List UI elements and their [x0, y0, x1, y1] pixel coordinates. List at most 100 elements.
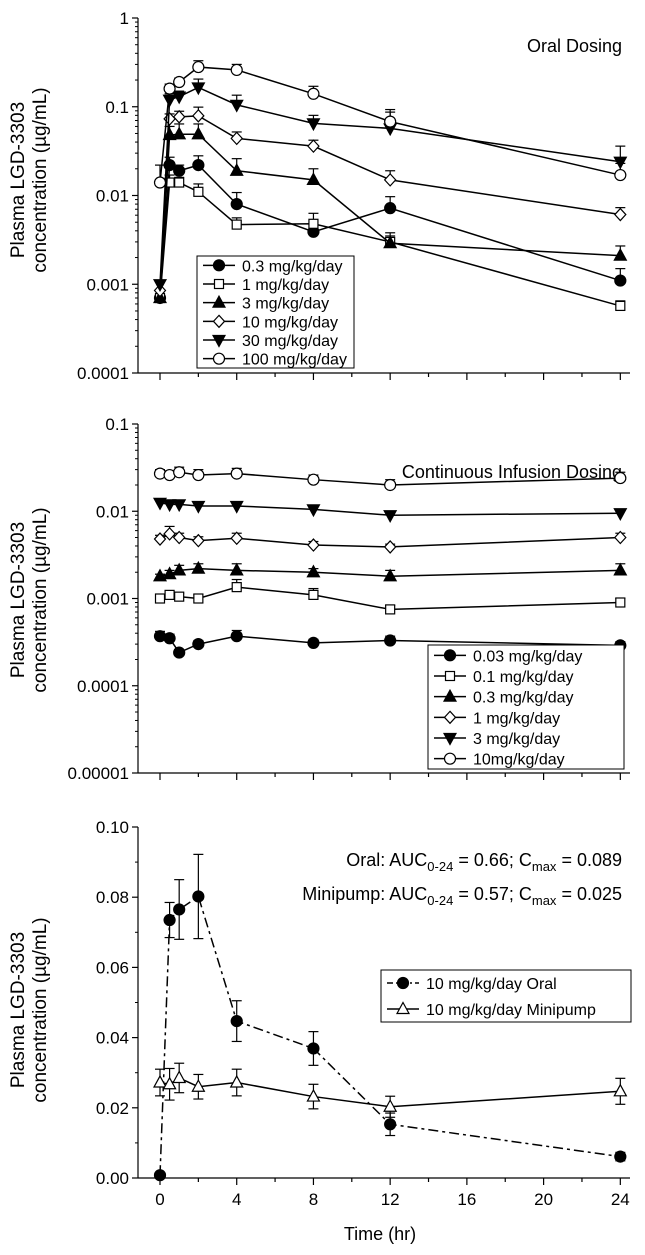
data-point — [383, 510, 398, 523]
x-tick-label: 8 — [309, 1190, 318, 1209]
data-point — [172, 91, 187, 105]
data-point — [212, 352, 226, 365]
panel-oral-vs-minipump: Plasma LGD-3303 concentration (µg/mL) Ti… — [8, 818, 632, 1244]
data-point — [172, 109, 186, 124]
legend-label: 10 mg/kg/day Minipump — [426, 1002, 596, 1019]
y-tick-label: 1 — [120, 9, 129, 28]
legend-box — [380, 969, 632, 1023]
data-point — [614, 274, 627, 287]
legend-label: 0.03 mg/kg/day — [473, 648, 582, 665]
data-point — [192, 159, 205, 172]
legend-box — [196, 255, 355, 369]
y-tick-label: 0.00001 — [68, 764, 129, 783]
data-point — [395, 1001, 411, 1015]
annotation-part: Oral: AUC — [346, 850, 427, 870]
legend-label: 10mg/kg/day — [473, 752, 565, 769]
data-point — [383, 235, 398, 249]
y-tick-label: 0.06 — [96, 958, 129, 977]
data-point — [306, 1088, 321, 1102]
annotation-part: = 0.025 — [556, 884, 622, 904]
data-point — [192, 638, 205, 651]
x-tick-label: 0 — [155, 1190, 164, 1209]
data-point — [211, 294, 227, 308]
y-tick-label: 0.04 — [96, 1029, 129, 1048]
data-point — [162, 127, 177, 141]
legend-label: 3 mg/kg/day — [242, 296, 329, 313]
data-point — [191, 1078, 206, 1092]
data-point — [230, 1015, 243, 1028]
data-point — [162, 94, 177, 108]
data-point — [229, 1074, 244, 1088]
annotation-part: 0-24 — [427, 893, 453, 908]
data-point — [154, 593, 166, 604]
legend-label: 1 mg/kg/day — [242, 277, 329, 294]
data-point — [614, 530, 627, 545]
data-point — [614, 471, 627, 485]
x-tick-label: 16 — [457, 1190, 476, 1209]
data-point — [231, 219, 242, 230]
data-point — [307, 87, 320, 100]
data-point — [192, 60, 205, 74]
data-point — [442, 732, 458, 746]
y-tick-label: 0.0001 — [77, 364, 129, 383]
data-point — [163, 82, 176, 95]
data-point — [163, 632, 176, 645]
data-point — [153, 532, 167, 546]
panel-title: Continuous Infusion Dosing — [402, 462, 622, 482]
data-point — [308, 218, 319, 229]
data-point — [152, 1074, 168, 1088]
legend-label: 0.1 mg/kg/day — [473, 669, 574, 686]
data-point — [230, 467, 243, 480]
data-point — [383, 172, 397, 187]
y-tick-label: 0.0001 — [77, 677, 129, 696]
data-point — [444, 670, 456, 682]
data-point — [229, 163, 244, 176]
data-point — [306, 504, 321, 518]
data-point — [193, 593, 204, 604]
data-point — [307, 473, 320, 486]
y-tick-label: 0.001 — [86, 590, 129, 609]
legend-label: 100 mg/kg/day — [242, 352, 347, 369]
data-point — [384, 634, 397, 647]
annotation-part: 0-24 — [427, 859, 453, 874]
legend-label: 30 mg/kg/day — [242, 333, 338, 350]
data-point — [172, 1070, 187, 1084]
annotation: Minipump: AUC0-24 = 0.57; Cmax = 0.025 — [302, 884, 622, 908]
legend-label: 0.3 mg/kg/day — [473, 690, 574, 707]
data-point — [162, 499, 177, 513]
panel-infusion-dosing: Plasma LGD-3303 concentration (µg/mL) Co… — [8, 415, 630, 783]
data-point — [153, 176, 167, 189]
data-point — [615, 597, 626, 608]
data-point — [213, 278, 225, 290]
data-point — [615, 300, 626, 312]
annotation-part: max — [532, 859, 557, 874]
data-point — [192, 533, 205, 548]
data-point — [164, 589, 175, 600]
data-point — [443, 752, 457, 765]
x-axis-label: Time (hr) — [344, 1224, 416, 1244]
annotation: Oral: AUC0-24 = 0.66; Cmax = 0.089 — [346, 850, 622, 874]
panel-oral-dosing: Plasma LGD-3303 concentration (µg/mL) Or… — [8, 9, 630, 383]
data-point — [384, 202, 397, 215]
legend-label: 3 mg/kg/day — [473, 731, 560, 748]
legend-box — [427, 644, 625, 770]
data-point — [383, 1098, 398, 1112]
x-tick-label: 24 — [611, 1190, 630, 1209]
legend-label: 10 mg/kg/day Oral — [426, 976, 557, 993]
data-point — [230, 531, 244, 546]
data-point — [230, 198, 243, 211]
data-point — [192, 890, 205, 903]
panel-ylabel: Plasma LGD-3303 — [8, 522, 29, 678]
data-point — [614, 207, 627, 222]
data-point — [173, 75, 186, 89]
data-point — [162, 566, 177, 580]
data-point — [230, 131, 244, 146]
data-point — [307, 1042, 320, 1055]
panel-title: Oral Dosing — [527, 36, 622, 56]
y-tick-label: 0.1 — [105, 415, 129, 434]
data-point — [174, 591, 185, 602]
annotation-part: Minipump: AUC — [302, 884, 427, 904]
y-tick-label: 0.01 — [96, 502, 129, 521]
annotation-part: = 0.66; C — [453, 850, 532, 870]
